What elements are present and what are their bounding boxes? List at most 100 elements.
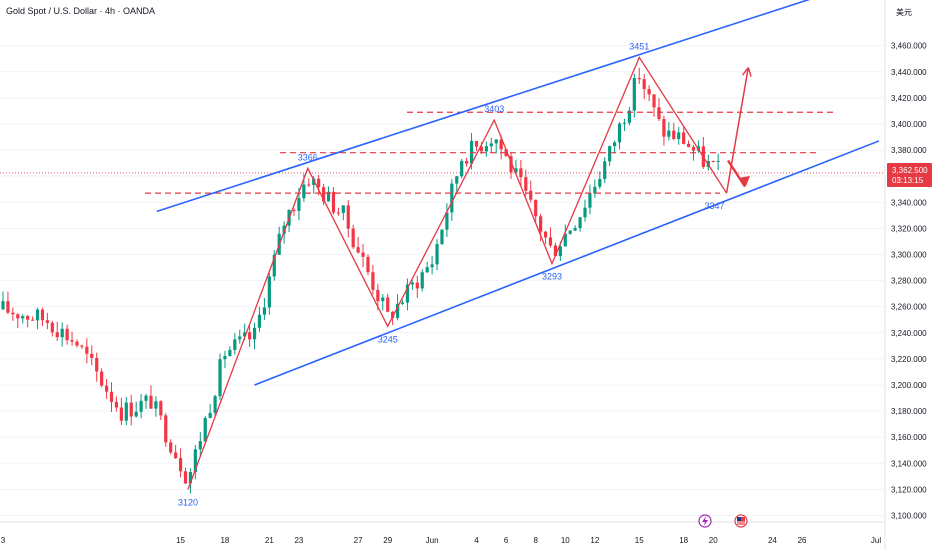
candle-body — [35, 309, 40, 321]
candle-body — [686, 143, 691, 147]
candle-body — [376, 289, 380, 302]
candle-body — [218, 359, 222, 397]
y-tick-label: 3,380.000 — [891, 146, 927, 155]
x-tick-label: 26 — [798, 536, 807, 545]
candle-body — [104, 385, 109, 392]
y-tick-label: 3,440.000 — [891, 68, 927, 77]
candle-body — [80, 345, 84, 347]
candle-body — [243, 332, 247, 337]
candle-body — [297, 198, 301, 211]
y-tick-label: 3,200.000 — [891, 381, 927, 390]
candle-body — [351, 228, 355, 248]
grid — [0, 45, 885, 516]
candle-body — [371, 272, 375, 290]
y-tick-label: 3,460.000 — [891, 42, 927, 51]
candle-body — [257, 314, 262, 328]
y-tick-label: 3,240.000 — [891, 329, 927, 338]
y-tick-label: 3,120.000 — [891, 485, 927, 494]
y-tick-label: 3,420.000 — [891, 94, 927, 103]
candle-body — [484, 146, 488, 152]
candle-body — [282, 225, 286, 234]
candle-body — [652, 94, 656, 108]
candle-body — [341, 205, 345, 213]
candle-body — [262, 307, 267, 315]
candle-body — [154, 401, 158, 409]
candle-body — [129, 402, 133, 417]
candle-body — [55, 332, 59, 338]
candle-body — [85, 346, 89, 354]
candle-body — [612, 142, 617, 147]
candle-body — [543, 231, 548, 238]
candle-body — [627, 110, 631, 123]
candle-body — [228, 349, 232, 356]
price-axis[interactable]: 3,100.000 3,120.000 3,140.000 3,160.000 3,18… — [891, 42, 927, 521]
candle-body — [223, 355, 227, 360]
candle-body — [489, 143, 493, 147]
x-tick-label: 18 — [220, 536, 229, 545]
candle-body — [144, 395, 148, 401]
x-tick-label: 18 — [679, 536, 688, 545]
candle-body — [65, 328, 69, 341]
y-tick-label: 3,160.000 — [891, 433, 927, 442]
y-tick-label: 3,180.000 — [891, 407, 927, 416]
candle-body — [677, 132, 681, 140]
candle-body — [100, 371, 104, 386]
candle-body — [504, 149, 508, 157]
candle-body — [70, 340, 74, 342]
candle-body — [608, 146, 612, 162]
candle-body — [326, 191, 331, 202]
candle-body — [632, 78, 636, 111]
candle-body — [381, 297, 385, 302]
candle-body — [164, 415, 168, 443]
x-tick-label: 24 — [768, 536, 777, 545]
candle-body — [395, 303, 400, 318]
candle-body — [524, 177, 528, 191]
candle-body — [479, 146, 484, 152]
candle-body — [95, 357, 99, 372]
candle-body — [203, 417, 207, 442]
candle-body — [667, 130, 671, 137]
candle-body — [445, 212, 449, 230]
candle-body — [233, 339, 237, 350]
x-tick-label: 8 — [533, 536, 538, 545]
candle-body — [598, 178, 602, 187]
candle-body — [11, 312, 15, 315]
projection-arrow-up — [725, 69, 748, 194]
candle-body — [642, 79, 646, 90]
y-tick-label: 3,260.000 — [891, 303, 927, 312]
candle-body — [213, 396, 217, 413]
candle-body — [317, 178, 321, 188]
candle-body — [386, 297, 390, 312]
candle-body — [149, 395, 153, 409]
candle-body — [40, 309, 45, 321]
last-price-value: 3,362.500 — [892, 166, 928, 175]
candle-body — [114, 401, 119, 408]
candle-body — [272, 254, 276, 277]
candle-body — [21, 316, 25, 319]
candle-body — [553, 245, 558, 256]
candle-body — [252, 327, 257, 340]
y-tick-label: 3,220.000 — [891, 355, 927, 364]
candle-body — [302, 184, 306, 199]
y-tick-label: 3,280.000 — [891, 277, 927, 286]
y-tick-label: 3,140.000 — [891, 459, 927, 468]
x-tick-label: 29 — [383, 536, 392, 545]
candle-body — [617, 123, 622, 143]
candle-body — [6, 301, 10, 313]
candle-body — [425, 267, 429, 273]
candle-body — [568, 230, 572, 234]
pivot-label: 3366 — [298, 152, 318, 162]
candle-body — [455, 176, 459, 184]
candle-body — [622, 122, 627, 124]
lightning-event-icon[interactable] — [698, 514, 712, 528]
candle-body — [647, 89, 651, 95]
us-flag-event-icon[interactable] — [734, 514, 748, 528]
time-axis[interactable]: 3 15 18 21 23 27 29 Jun 4 6 8 10 12 15 18 20 24 26 Jul — [1, 536, 882, 545]
candle-body — [391, 311, 395, 318]
candle-body — [588, 193, 592, 208]
candle-body — [188, 471, 193, 484]
pivot-label: 3293 — [542, 272, 562, 282]
candle-body — [578, 217, 582, 228]
